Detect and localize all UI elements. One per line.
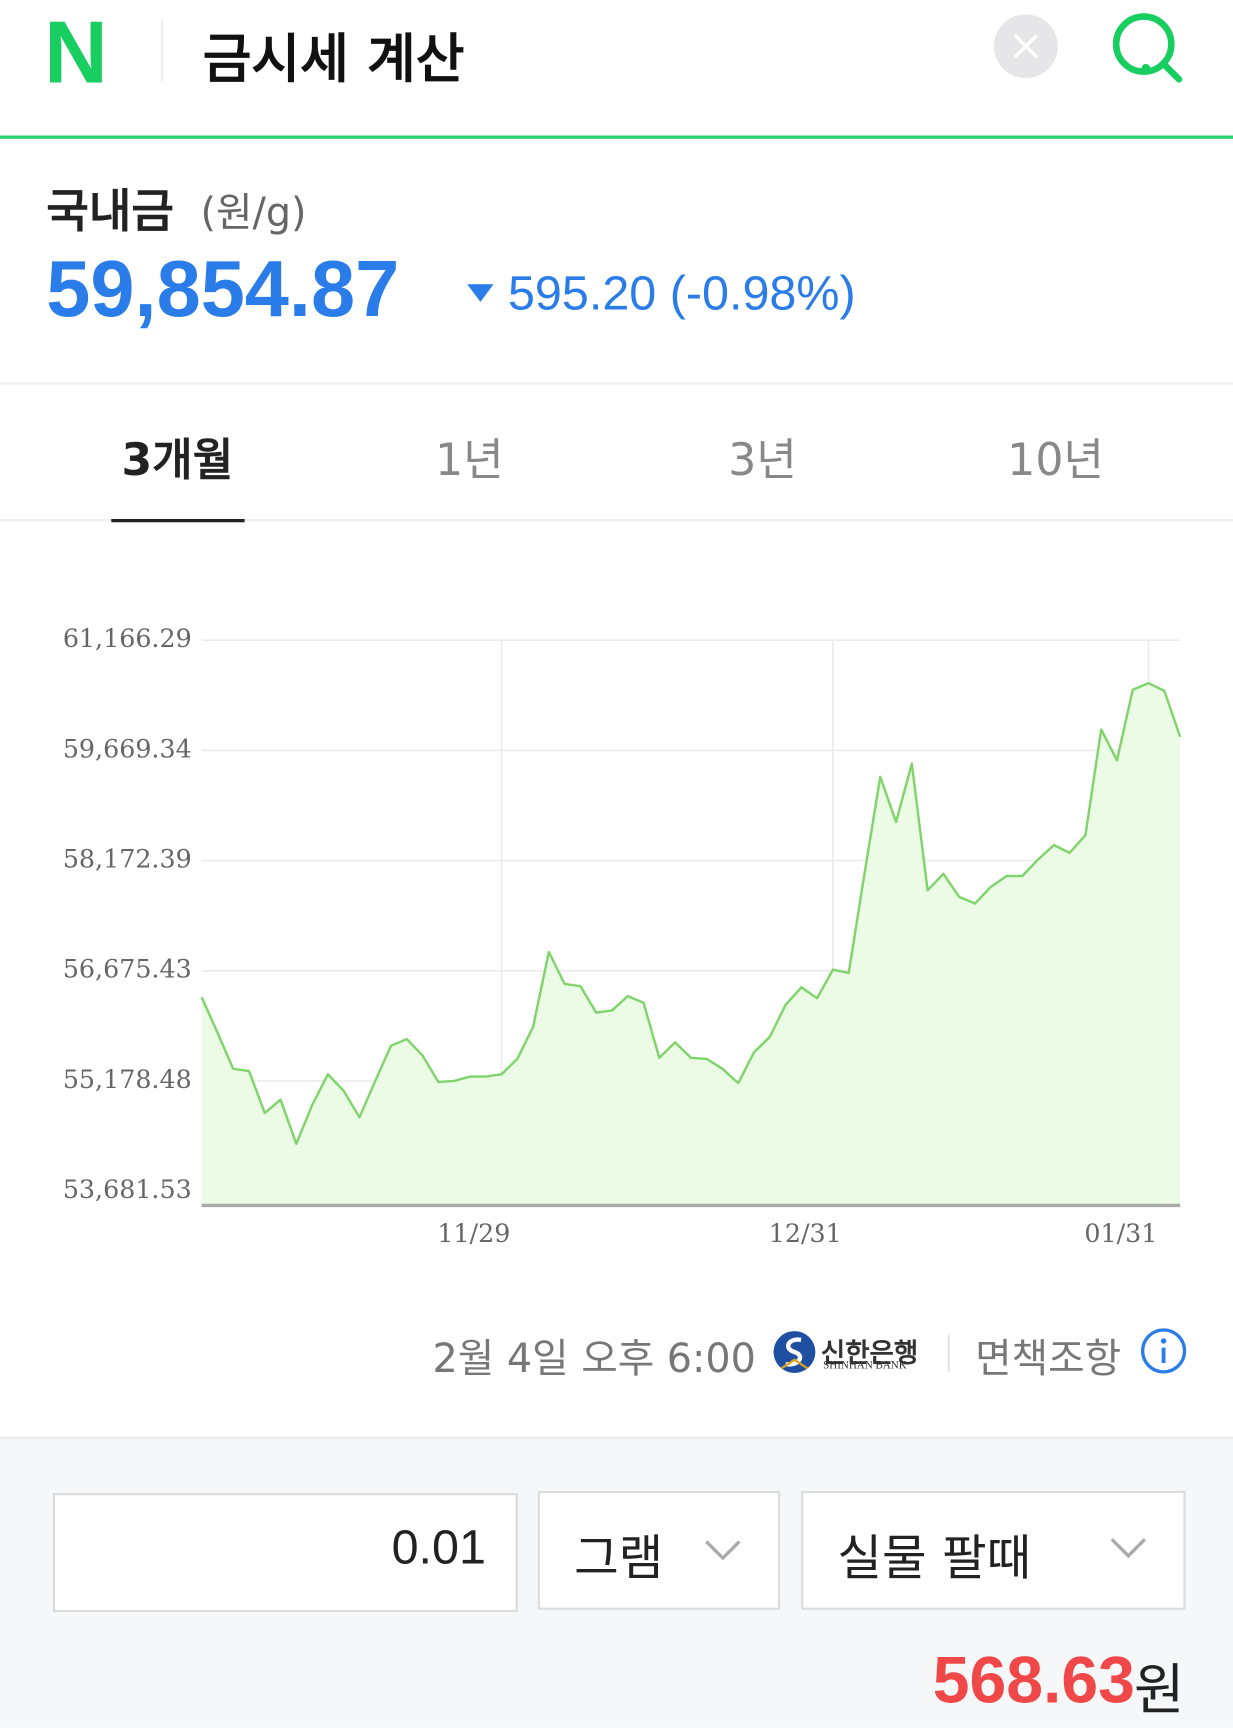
down-arrow bbox=[467, 284, 494, 302]
change-amount: 595.20 bbox=[507, 266, 657, 321]
amount-value: 0.01 bbox=[391, 1520, 486, 1575]
line bbox=[200, 681, 1182, 1145]
bank-name-en: SHINHAN BANK bbox=[823, 1359, 907, 1372]
change-percent: (-0.98%) bbox=[669, 266, 856, 321]
active-tab-indicator bbox=[111, 518, 245, 523]
unit-value: 그램 bbox=[574, 1530, 664, 1587]
info-icon[interactable] bbox=[1139, 1327, 1187, 1375]
price-unit: (원/g) bbox=[200, 190, 307, 236]
y-tick-label: 53,681.53 bbox=[63, 1174, 192, 1204]
page-title: 금시세 계산 bbox=[202, 28, 465, 91]
y-tick-label: 61,166.29 bbox=[63, 623, 192, 653]
divider bbox=[947, 1334, 950, 1372]
logo[interactable]: N bbox=[44, 3, 108, 102]
header-border bbox=[0, 135, 1233, 139]
x-tick-label: 11/29 bbox=[437, 1218, 510, 1248]
mode-select[interactable] bbox=[801, 1490, 1186, 1610]
tab[interactable]: 1년 bbox=[435, 435, 504, 486]
price-value: 59,854.87 bbox=[46, 245, 400, 334]
disclaimer[interactable]: 면책조항 bbox=[975, 1336, 1122, 1382]
price-change: 595.20 (-0.98%) bbox=[508, 267, 856, 322]
bank-name: 신한은행 bbox=[820, 1337, 919, 1369]
timestamp: 2월 4일 오후 6:00 bbox=[432, 1336, 756, 1382]
chevron bbox=[705, 1540, 741, 1561]
tab[interactable]: 10년 bbox=[1007, 435, 1104, 486]
bank-logo bbox=[773, 1331, 816, 1373]
x-tick-label: 01/31 bbox=[1084, 1218, 1157, 1248]
separator bbox=[0, 382, 1233, 385]
unit-select[interactable] bbox=[537, 1490, 781, 1610]
y-tick-label: 59,669.34 bbox=[63, 733, 192, 763]
clear-icon bbox=[1013, 34, 1039, 59]
tab-border bbox=[0, 518, 1233, 522]
amount-input[interactable] bbox=[52, 1493, 518, 1613]
chevron bbox=[1110, 1538, 1147, 1559]
mode-value: 실물 팔때 bbox=[837, 1530, 1032, 1587]
result-value: 568.63 bbox=[932, 1642, 1135, 1717]
tab[interactable]: 3년 bbox=[728, 435, 797, 486]
result-unit: 원 bbox=[1133, 1658, 1185, 1723]
chart: 53,681.53 55,178.48 56,675.43 58,172.39 59,6… bbox=[63, 623, 1182, 1248]
divider bbox=[160, 19, 164, 82]
search-button[interactable] bbox=[1102, 7, 1190, 86]
y-tick-label: 56,675.43 bbox=[63, 954, 192, 984]
area bbox=[201, 683, 1181, 1206]
x-tick-label: 12/31 bbox=[769, 1218, 842, 1248]
tab[interactable]: 3개월 bbox=[121, 435, 234, 486]
y-tick-label: 55,178.48 bbox=[63, 1064, 192, 1094]
price-label: 국내금 bbox=[46, 184, 175, 239]
y-tick-label: 58,172.39 bbox=[63, 844, 192, 874]
clear-button[interactable] bbox=[993, 14, 1058, 79]
